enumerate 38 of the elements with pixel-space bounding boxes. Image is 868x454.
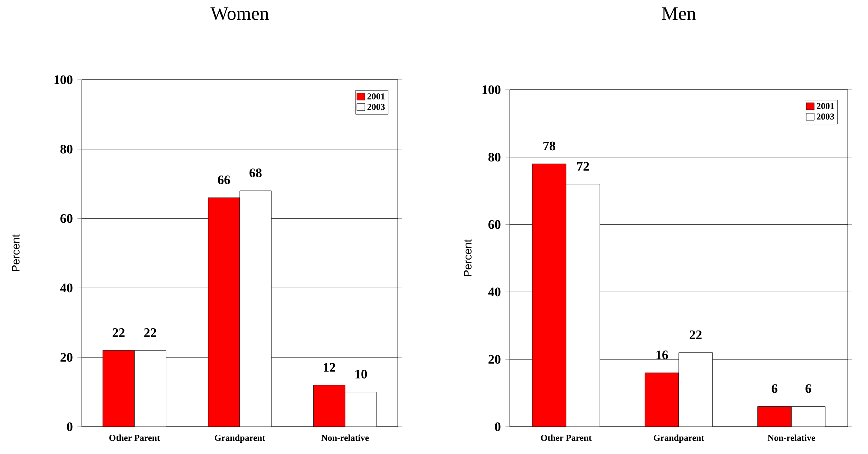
y-axis-title: Percent [12,234,20,272]
x-tick-label: Other Parent [110,434,160,442]
data-label: 22 [690,330,702,340]
chart-title: Women [210,8,270,20]
y-tick-label: 60 [60,214,73,224]
y-tick-label: 20 [60,353,73,362]
legend-label: 2003 [368,104,386,110]
chart-title: Men [662,8,696,20]
legend-label: 2003 [817,114,834,120]
y-tick-label: 0 [67,422,73,432]
x-tick-label: Non-relative [322,434,370,442]
y-tick-label: 100 [482,86,501,94]
legend-label: 2001 [817,103,834,110]
data-label: 22 [144,328,156,338]
y-tick-label: 60 [488,220,501,230]
x-tick-label: Grandparent [215,434,266,443]
y-tick-label: 0 [495,422,501,432]
data-label: 10 [356,370,368,379]
data-label: 22 [112,328,125,338]
x-tick-label: Other Parent [541,434,592,442]
data-label: 16 [656,350,668,360]
y-tick-label: 40 [488,288,501,297]
x-tick-label: Non-relative [768,434,816,442]
data-label: 72 [577,162,590,171]
data-label: 78 [544,142,556,151]
y-tick-label: 20 [488,355,501,364]
data-label: 66 [218,176,230,184]
data-label: 6 [806,384,812,394]
data-label: 6 [772,384,778,394]
data-label: 12 [324,363,336,372]
y-tick-label: 100 [54,76,73,84]
x-tick-label: Grandparent [654,434,704,443]
legend-label: 2001 [368,94,385,100]
y-tick-label: 40 [60,284,73,293]
data-label: 68 [250,168,262,178]
y-axis-title: Percent [464,240,472,277]
y-tick-label: 80 [60,145,73,154]
y-tick-label: 80 [488,153,501,162]
